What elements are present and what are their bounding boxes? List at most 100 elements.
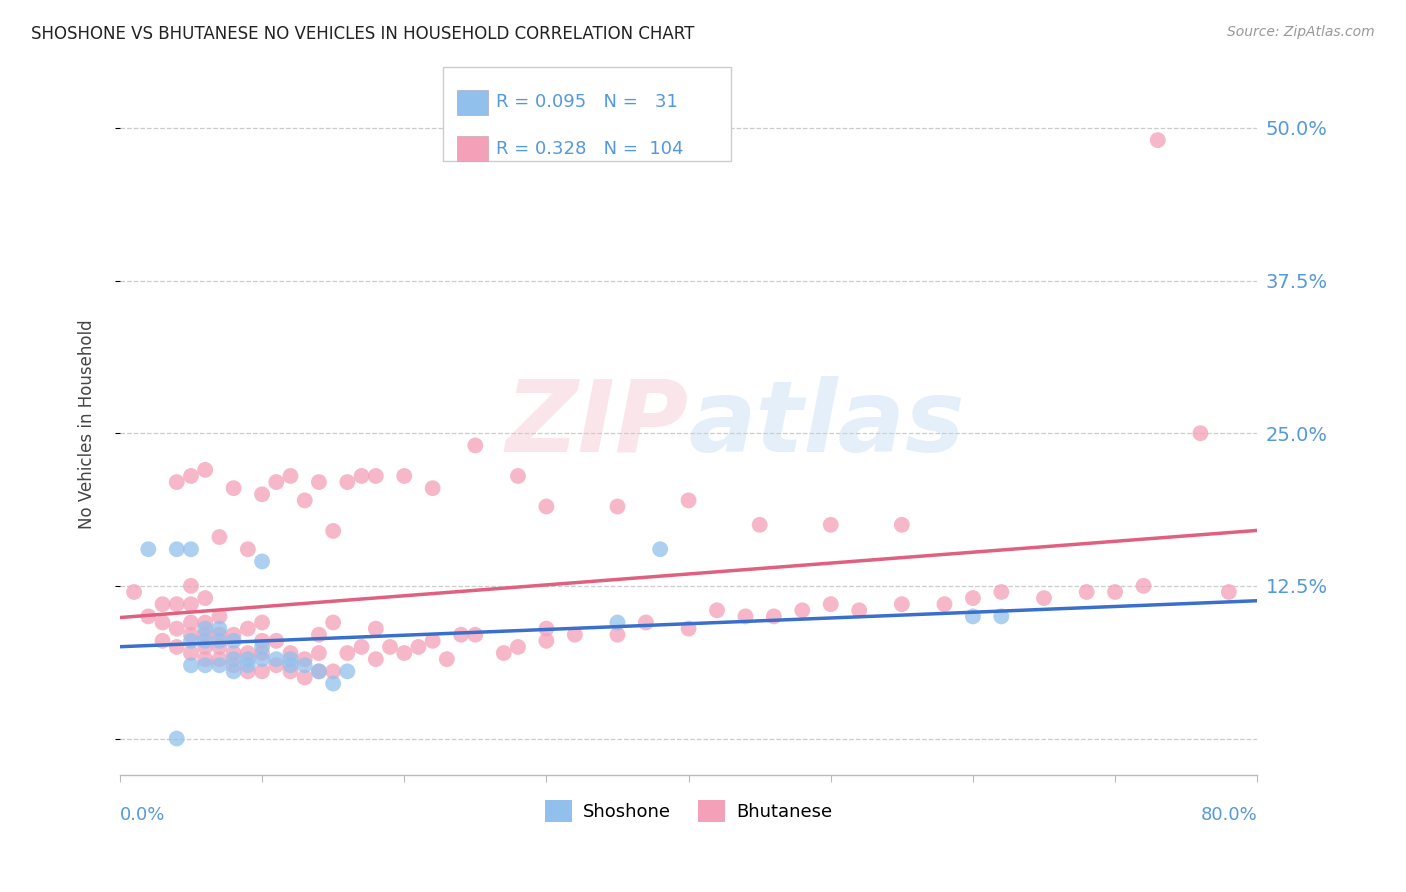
Point (236, 665, 259, 679)
Point (1132, 579, 1154, 593)
Text: atlas: atlas (689, 376, 965, 473)
Point (678, 493, 700, 508)
Point (180, 597, 202, 611)
Point (236, 652, 259, 666)
Point (294, 493, 316, 508)
Point (280, 646, 302, 660)
Point (762, 609, 785, 624)
Point (962, 609, 984, 624)
Point (250, 665, 273, 679)
Point (706, 603, 728, 617)
Point (350, 469, 373, 483)
Point (450, 628, 472, 642)
Point (250, 640, 273, 654)
Point (208, 622, 231, 636)
Point (536, 633, 558, 648)
Point (194, 463, 217, 477)
Point (250, 615, 273, 630)
Point (308, 665, 330, 679)
Point (606, 615, 628, 630)
Point (308, 665, 330, 679)
Point (194, 658, 217, 673)
Point (280, 658, 302, 673)
Point (294, 658, 316, 673)
Point (166, 475, 188, 489)
Point (152, 615, 174, 630)
Legend: Shoshone, Bhutanese: Shoshone, Bhutanese (538, 793, 839, 830)
Point (180, 469, 202, 483)
Point (634, 615, 657, 630)
Point (650, 542, 672, 557)
Point (848, 603, 870, 617)
Point (606, 500, 628, 514)
Point (180, 628, 202, 642)
Point (194, 615, 217, 630)
Point (364, 652, 387, 666)
Point (180, 646, 202, 660)
Point (264, 658, 287, 673)
Point (364, 622, 387, 636)
Point (208, 609, 231, 624)
Point (280, 652, 302, 666)
Point (264, 475, 287, 489)
Point (1033, 591, 1056, 605)
Point (336, 665, 359, 679)
Point (990, 585, 1012, 599)
Point (336, 646, 359, 660)
Point (264, 652, 287, 666)
Point (180, 658, 202, 673)
Point (990, 609, 1012, 624)
Point (194, 591, 217, 605)
Point (678, 622, 700, 636)
Point (364, 469, 387, 483)
Point (236, 622, 259, 636)
Point (422, 633, 444, 648)
Point (564, 628, 586, 642)
Point (194, 622, 217, 636)
Point (308, 646, 330, 660)
Point (152, 633, 174, 648)
Point (180, 633, 202, 648)
Point (350, 640, 373, 654)
Point (166, 640, 188, 654)
Point (208, 530, 231, 544)
Text: R = 0.328   N =  104: R = 0.328 N = 104 (496, 140, 683, 158)
Point (194, 652, 217, 666)
Point (250, 646, 273, 660)
Point (408, 640, 430, 654)
Point (264, 633, 287, 648)
Point (236, 542, 259, 557)
Point (1104, 585, 1126, 599)
Point (194, 633, 217, 648)
Point (294, 652, 316, 666)
Point (166, 731, 188, 746)
Text: Source: ZipAtlas.com: Source: ZipAtlas.com (1227, 25, 1375, 39)
Point (222, 652, 245, 666)
Point (194, 628, 217, 642)
Text: SHOSHONE VS BHUTANESE NO VEHICLES IN HOUSEHOLD CORRELATION CHART: SHOSHONE VS BHUTANESE NO VEHICLES IN HOU… (31, 25, 695, 43)
Point (250, 487, 273, 501)
Point (136, 542, 159, 557)
Point (536, 622, 558, 636)
Point (734, 609, 756, 624)
Point (208, 658, 231, 673)
Point (180, 615, 202, 630)
Point (308, 628, 330, 642)
Point (506, 469, 529, 483)
Point (890, 597, 912, 611)
Point (748, 517, 770, 532)
Point (322, 524, 344, 538)
Text: 80.0%: 80.0% (1201, 805, 1257, 823)
Point (378, 640, 401, 654)
Point (180, 542, 202, 557)
Point (820, 597, 842, 611)
Text: R = 0.095   N =   31: R = 0.095 N = 31 (496, 93, 678, 111)
Point (336, 475, 359, 489)
Y-axis label: No Vehicles in Household: No Vehicles in Household (79, 319, 96, 529)
Point (536, 500, 558, 514)
Point (422, 481, 444, 495)
Point (1189, 426, 1212, 441)
Point (792, 603, 814, 617)
Point (820, 517, 842, 532)
Point (222, 665, 245, 679)
